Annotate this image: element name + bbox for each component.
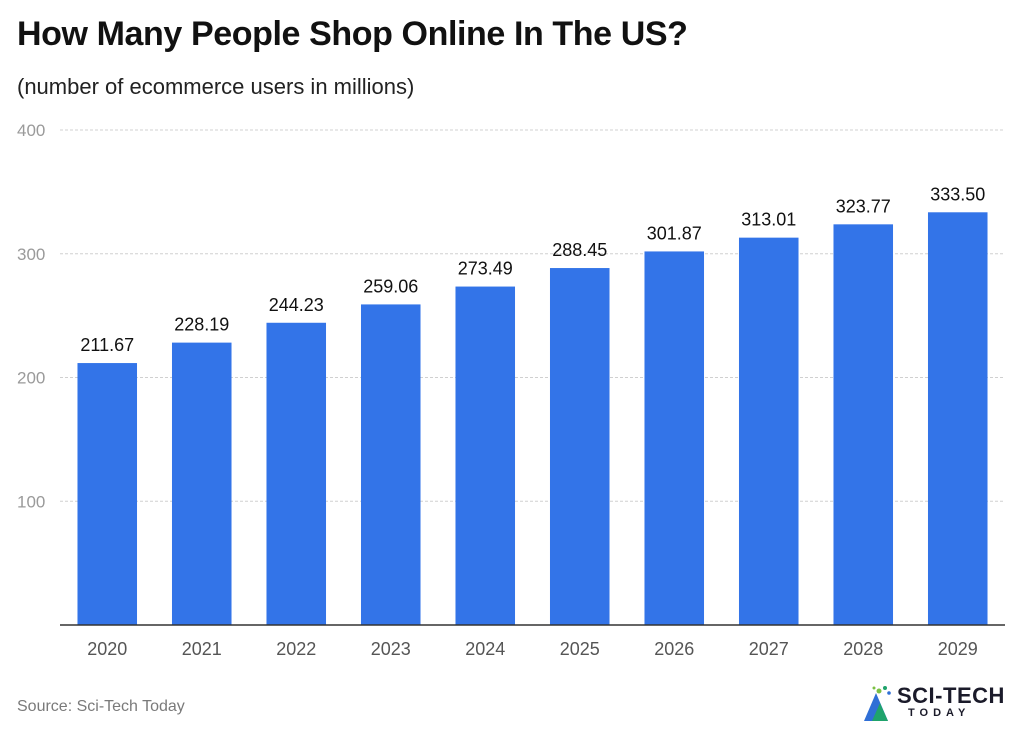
- y-tick-label: 400: [17, 121, 45, 140]
- bar: [171, 342, 232, 625]
- bar: [455, 286, 516, 625]
- bar-value-label: 301.87: [647, 223, 702, 243]
- bar: [644, 251, 705, 625]
- x-tick-label: 2023: [371, 639, 411, 659]
- y-tick-label: 300: [17, 245, 45, 264]
- y-tick-label: 100: [17, 492, 45, 511]
- x-tick-label: 2024: [465, 639, 505, 659]
- bar-chart: 100 200 300 400 211.67 2020 228.19 2021 244.23 20…: [17, 121, 1005, 659]
- bar: [738, 237, 799, 625]
- sci-tech-logo: SCI-TECH TODAY: [862, 683, 1012, 725]
- bar-value-label: 228.19: [174, 315, 229, 335]
- source-note: Source: Sci-Tech Today: [17, 698, 185, 715]
- x-tick-label: 2029: [938, 639, 978, 659]
- x-tick-label: 2028: [843, 639, 883, 659]
- logo-tagline: TODAY: [908, 707, 971, 719]
- logo-wordmark: SCI-TECH: [897, 683, 1005, 708]
- x-tick-label: 2021: [182, 639, 222, 659]
- x-tick-label: 2022: [276, 639, 316, 659]
- x-tick-label: 2025: [560, 639, 600, 659]
- chart-subtitle: (number of ecommerce users in millions): [17, 74, 415, 99]
- bar-value-label: 244.23: [269, 295, 324, 315]
- bar: [360, 304, 421, 625]
- x-tick-label: 2027: [749, 639, 789, 659]
- bar: [549, 268, 610, 625]
- x-tick-label: 2020: [87, 639, 127, 659]
- bar: [77, 363, 138, 625]
- bar: [927, 212, 988, 625]
- bar-value-label: 323.77: [836, 196, 891, 216]
- sci-tech-logo-icon: [864, 686, 891, 721]
- bar: [833, 224, 894, 625]
- bar-value-label: 273.49: [458, 259, 513, 279]
- bar-value-label: 211.67: [80, 335, 134, 355]
- bar-value-label: 313.01: [741, 210, 796, 230]
- x-tick-label: 2026: [654, 639, 694, 659]
- bar-value-label: 333.50: [930, 184, 985, 204]
- y-tick-label: 200: [17, 369, 45, 388]
- chart-title: How Many People Shop Online In The US?: [17, 15, 688, 53]
- bar: [266, 322, 327, 625]
- bar-value-label: 259.06: [363, 276, 418, 296]
- bar-value-label: 288.45: [552, 240, 607, 260]
